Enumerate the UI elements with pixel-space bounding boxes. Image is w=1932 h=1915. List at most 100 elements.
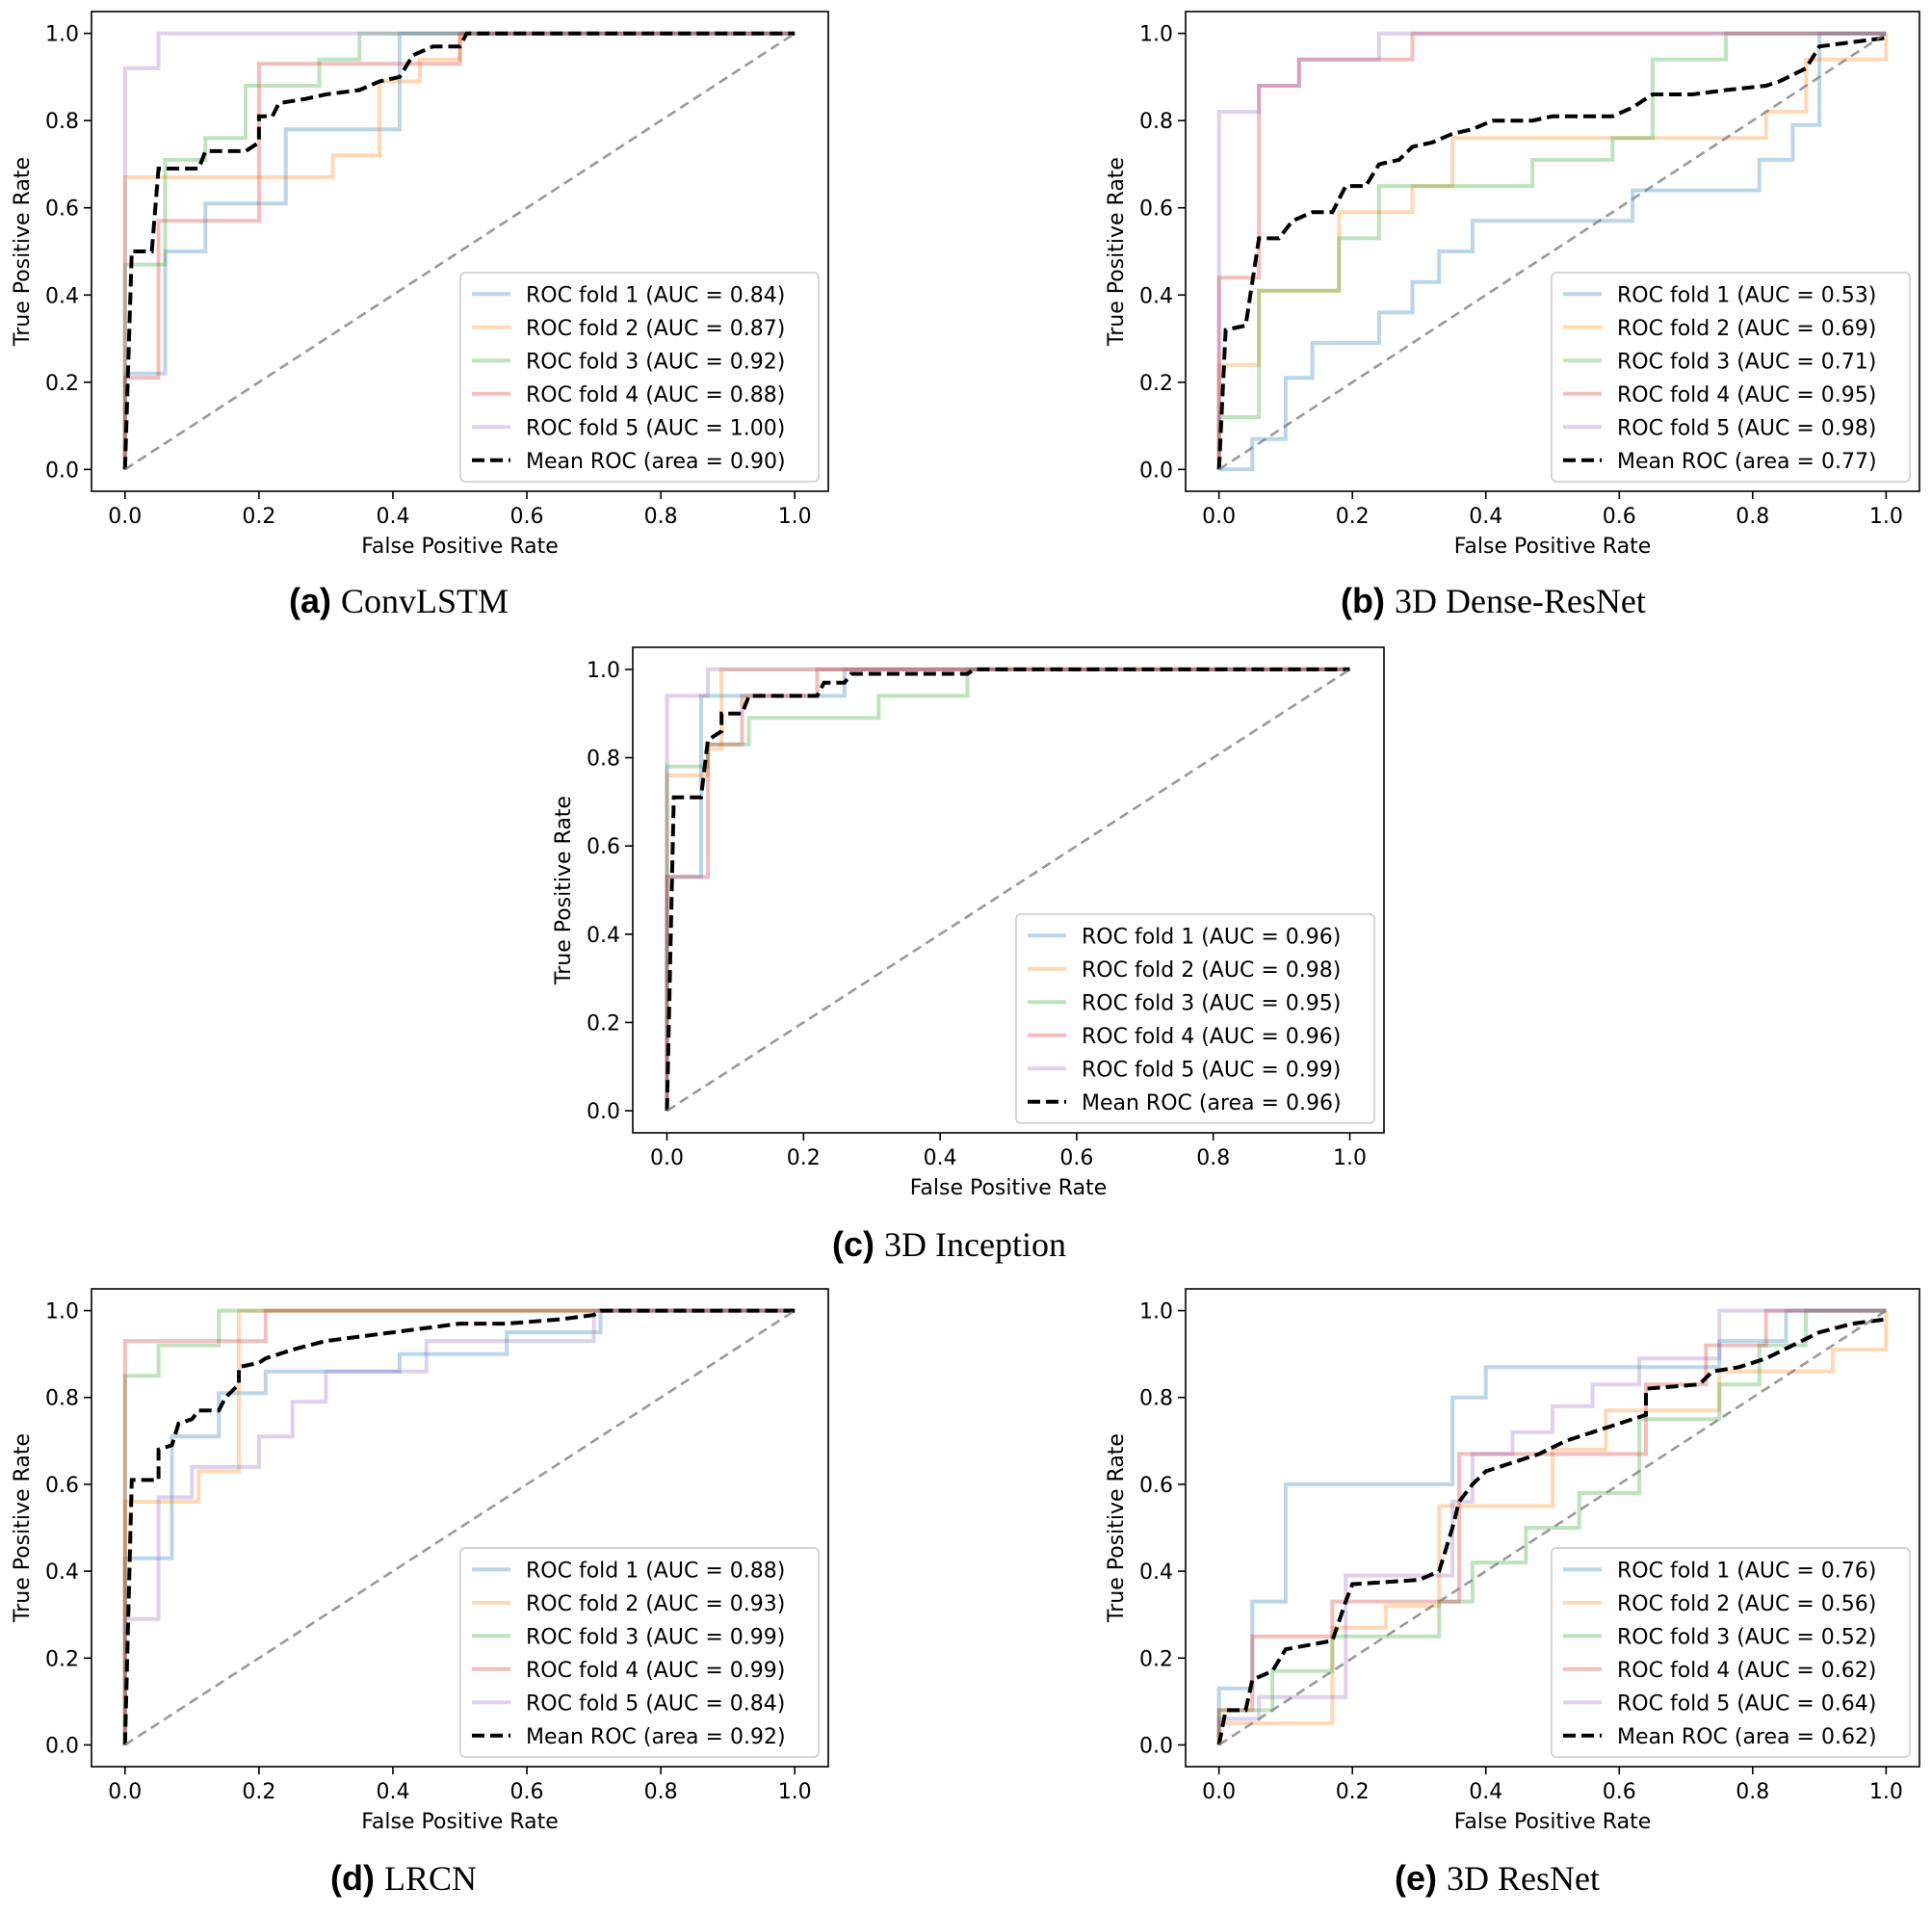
roc-line-fold3: [122, 31, 796, 470]
y-tick-label: 0.0: [1139, 1734, 1173, 1758]
x-axis-label: False Positive Rate: [361, 1810, 558, 1834]
legend-label: Mean ROC (area = 0.90): [526, 450, 786, 474]
x-tick-label: 1.0: [1869, 505, 1903, 529]
chance-diagonal-line: [124, 32, 796, 471]
legend-label: Mean ROC (area = 0.92): [526, 1725, 786, 1749]
legend-label: ROC fold 3 (AUC = 0.95): [1082, 991, 1341, 1015]
roc-line-fold3: [665, 667, 1350, 1112]
roc-line-fold4: [1216, 31, 1887, 470]
y-tick-label: 0.0: [587, 1100, 620, 1124]
y-tick-label: 0.4: [45, 1561, 79, 1585]
legend-label: ROC fold 4 (AUC = 0.95): [1617, 383, 1876, 407]
legend-label: ROC fold 2 (AUC = 0.98): [1082, 958, 1341, 983]
legend-label: Mean ROC (area = 0.62): [1617, 1725, 1877, 1749]
legend-label: ROC fold 1 (AUC = 0.53): [1617, 283, 1876, 307]
x-tick-label: 0.4: [1469, 1780, 1502, 1804]
caption-name: LRCN: [384, 1859, 477, 1898]
roc-line-fold5: [122, 31, 796, 470]
y-tick-label: 0.0: [45, 459, 79, 483]
panel-caption: (b) 3D Dense-ResNet: [1341, 581, 1646, 620]
axes-frame: [91, 11, 829, 492]
x-tick-label: 0.0: [1202, 1780, 1236, 1804]
mean-roc-line: [665, 667, 1350, 1112]
mean-roc-line: [122, 1308, 796, 1745]
x-tick-label: 0.2: [242, 505, 275, 529]
legend-label: ROC fold 1 (AUC = 0.88): [526, 1559, 785, 1583]
roc-line-fold1: [122, 31, 796, 470]
roc-line-fold1: [1216, 1308, 1887, 1745]
legend-label: ROC fold 3 (AUC = 0.92): [526, 350, 785, 374]
y-axis-label: True Positive Rate: [1105, 1433, 1129, 1623]
mean-roc-line: [122, 31, 796, 470]
caption-name: ConvLSTM: [341, 582, 509, 620]
x-tick-label: 0.6: [510, 505, 544, 529]
axes-frame: [1185, 11, 1920, 492]
y-tick-label: 0.8: [45, 110, 79, 134]
legend: ROC fold 1 (AUC = 0.88) ROC fold 2 (AUC =…: [459, 1547, 820, 1758]
caption-name: 3D Inception: [884, 1225, 1066, 1264]
x-tick-label: 0.4: [376, 505, 409, 529]
legend-box: [459, 272, 820, 483]
x-tick-label: 0.8: [1736, 1780, 1769, 1804]
caption-tag: (b): [1341, 581, 1385, 620]
legend-label: Mean ROC (area = 0.96): [1082, 1091, 1342, 1115]
legend-label: ROC fold 5 (AUC = 0.64): [1617, 1692, 1876, 1716]
legend-label: ROC fold 1 (AUC = 0.76): [1617, 1559, 1876, 1583]
caption-tag: (c): [832, 1224, 875, 1264]
x-tick-label: 0.6: [510, 1780, 544, 1804]
x-tick-label: 0.0: [650, 1146, 684, 1170]
panel-caption: (d) LRCN: [330, 1858, 477, 1898]
y-tick-label: 0.6: [1139, 1474, 1173, 1498]
legend: ROC fold 1 (AUC = 0.76) ROC fold 2 (AUC =…: [1551, 1547, 1911, 1758]
y-axis-label: True Positive Rate: [11, 157, 35, 347]
legend-label: ROC fold 5 (AUC = 1.00): [526, 416, 785, 440]
roc-panel-1: 0.0 0.0 0.2 0.2 0.4 0.4 0.6 0.6 0.8 0.8 1.0 1.0 Fals…: [11, 11, 829, 559]
roc-line-fold5: [1216, 31, 1887, 470]
legend: ROC fold 1 (AUC = 0.53) ROC fold 2 (AUC =…: [1551, 272, 1911, 483]
legend-label: ROC fold 2 (AUC = 0.69): [1617, 317, 1876, 341]
roc-line-fold3: [1216, 1308, 1887, 1745]
x-tick-label: 0.2: [1336, 505, 1370, 529]
legend-label: ROC fold 4 (AUC = 0.62): [1617, 1659, 1876, 1683]
roc-line-fold5: [122, 1308, 796, 1745]
y-axis-label: True Positive Rate: [552, 796, 576, 985]
legend-label: ROC fold 4 (AUC = 0.96): [1082, 1025, 1341, 1049]
roc-panel-3: 0.0 0.0 0.2 0.2 0.4 0.4 0.6 0.6 0.8 0.8 1.0 1.0 Fals…: [552, 646, 1385, 1200]
axes-frame: [632, 646, 1385, 1134]
x-tick-label: 0.2: [1336, 1780, 1370, 1804]
y-tick-label: 0.6: [1139, 197, 1173, 222]
roc-line-fold1: [122, 1308, 796, 1745]
mean-roc-line: [1216, 36, 1887, 470]
legend-box: [459, 1547, 820, 1758]
legend-label: ROC fold 5 (AUC = 0.84): [526, 1692, 785, 1716]
mean-roc-line: [1216, 1317, 1887, 1745]
x-tick-label: 0.0: [108, 1780, 142, 1804]
y-tick-label: 0.4: [587, 924, 620, 948]
y-tick-label: 1.0: [45, 1300, 79, 1325]
x-tick-label: 0.6: [1603, 505, 1636, 529]
legend-label: ROC fold 4 (AUC = 0.88): [526, 383, 785, 407]
legend: ROC fold 1 (AUC = 0.96) ROC fold 2 (AUC =…: [1015, 913, 1375, 1124]
legend-label: ROC fold 4 (AUC = 0.99): [526, 1659, 785, 1683]
caption-tag: (d): [330, 1858, 375, 1898]
caption-name: 3D ResNet: [1447, 1859, 1600, 1898]
roc-line-fold5: [1216, 1308, 1887, 1745]
x-tick-label: 0.6: [1059, 1146, 1093, 1170]
caption-tag: (e): [1395, 1858, 1437, 1898]
x-axis-label: False Positive Rate: [1454, 535, 1651, 559]
legend-label: ROC fold 1 (AUC = 0.96): [1082, 925, 1341, 949]
y-tick-label: 0.6: [587, 835, 620, 859]
y-tick-label: 0.4: [1139, 1561, 1173, 1585]
x-tick-label: 0.2: [242, 1780, 275, 1804]
y-tick-label: 0.8: [587, 748, 620, 772]
legend-label: ROC fold 5 (AUC = 0.99): [1082, 1058, 1341, 1082]
panel-caption: (c) 3D Inception: [832, 1224, 1066, 1264]
x-tick-label: 0.6: [1603, 1780, 1636, 1804]
legend-box: [1551, 272, 1911, 483]
legend-label: ROC fold 2 (AUC = 0.93): [526, 1592, 785, 1616]
roc-panel-2: 0.0 0.0 0.2 0.2 0.4 0.4 0.6 0.6 0.8 0.8 1.0 1.0 Fals…: [1105, 11, 1920, 559]
x-tick-label: 1.0: [778, 505, 812, 529]
x-tick-label: 1.0: [1333, 1146, 1367, 1170]
y-tick-label: 0.8: [1139, 1387, 1173, 1411]
